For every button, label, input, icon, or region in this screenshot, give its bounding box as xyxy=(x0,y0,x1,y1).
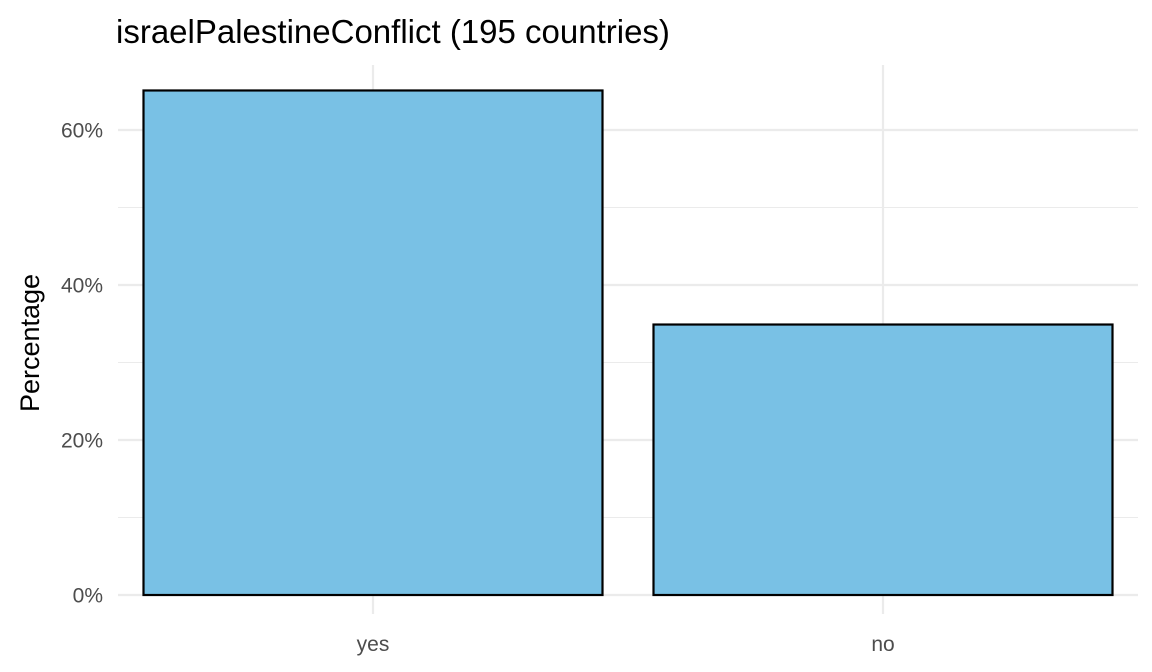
bar-no xyxy=(652,323,1114,597)
y-tick-label: 60% xyxy=(61,120,103,143)
x-tick-labels: yes no xyxy=(357,633,895,656)
bar-yes xyxy=(142,89,604,597)
y-tick-label: 0% xyxy=(73,585,103,608)
y-axis-label: Percentage xyxy=(15,274,45,412)
y-tick-label: 20% xyxy=(61,430,103,453)
y-tick-labels: 0% 20% 40% 60% xyxy=(61,120,103,608)
y-tick-label: 40% xyxy=(61,275,103,298)
bars xyxy=(142,89,1114,597)
x-tick-label: no xyxy=(871,633,894,656)
x-tick-label: yes xyxy=(357,633,390,656)
chart-title: israelPalestineConflict (195 countries) xyxy=(116,13,670,50)
